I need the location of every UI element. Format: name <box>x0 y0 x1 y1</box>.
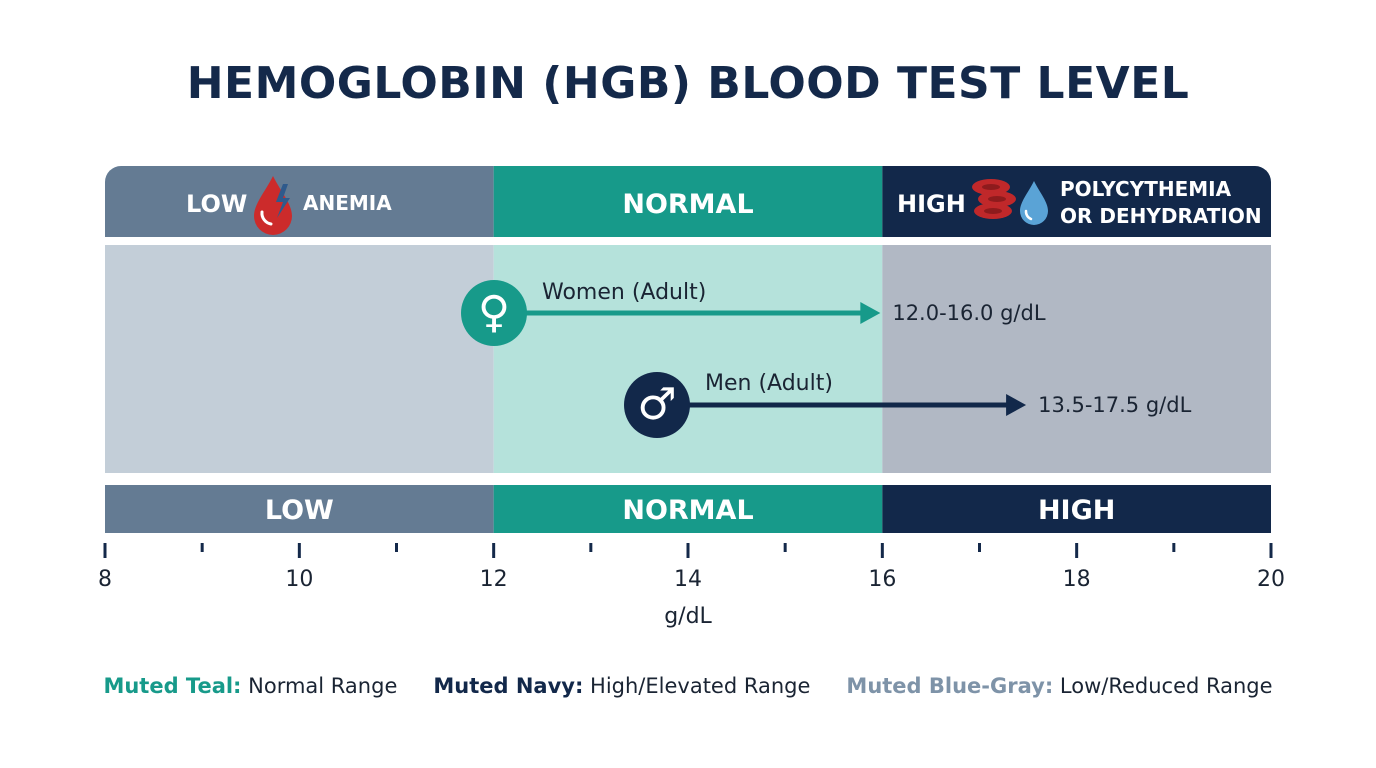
range-name-1: Men (Adult) <box>705 371 833 396</box>
range-label-1: 13.5-17.5 g/dL <box>1038 393 1192 417</box>
bottom-label-high: HIGH <box>1038 495 1115 526</box>
legend-item-2: Muted Blue-Gray: Low/Reduced Range <box>846 674 1272 698</box>
legend-item-1: Muted Navy: High/Elevated Range <box>433 674 810 698</box>
range-label-0: 12.0-16.0 g/dL <box>892 301 1046 325</box>
header-desc-high-1: OR DEHYDRATION <box>1060 204 1262 228</box>
chart-title: HEMOGLOBIN (HGB) BLOOD TEST LEVEL <box>186 58 1190 109</box>
tick-label-18: 18 <box>1063 567 1091 592</box>
band-zone-high <box>882 245 1271 473</box>
legend-text-1: High/Elevated Range <box>583 674 811 698</box>
tick-label-12: 12 <box>480 567 508 592</box>
bottom-label-normal: NORMAL <box>622 495 753 526</box>
header-label-high: HIGH <box>897 190 966 218</box>
tick-label-8: 8 <box>98 567 112 592</box>
hemoglobin-range-chart: LOW NORMAL HIGH LOW ANEMIA NORMAL HIGH POLYCYTH… <box>98 166 1285 629</box>
legend: Muted Teal: Normal Range Muted Navy: High… <box>0 674 1376 698</box>
header-desc-high-0: POLYCYTHEMIA <box>1060 177 1232 201</box>
range-arrowhead-0 <box>860 302 881 324</box>
band-zone-normal <box>493 245 883 473</box>
red-blood-cells-water-drop-icon <box>972 179 1048 225</box>
female-symbol-icon: ♀ <box>478 287 510 338</box>
header-label-low: LOW <box>186 190 247 218</box>
x-axis-label: g/dL <box>664 604 712 629</box>
bottom-label-low: LOW <box>265 495 334 526</box>
male-symbol-icon: ♂ <box>637 379 676 430</box>
tick-label-10: 10 <box>285 567 313 592</box>
band-zone-low <box>105 245 494 473</box>
legend-text-0: Normal Range <box>241 674 398 698</box>
tick-label-14: 14 <box>674 567 702 592</box>
tick-label-20: 20 <box>1257 567 1285 592</box>
legend-key-2: Muted Blue-Gray: <box>846 674 1054 698</box>
header-desc-low: ANEMIA <box>303 191 392 215</box>
bottom-zone-normal <box>493 485 883 533</box>
legend-key-0: Muted Teal: <box>103 674 242 698</box>
header-zone-low <box>105 166 494 237</box>
legend-item-0: Muted Teal: Normal Range <box>103 674 397 698</box>
blood-drop-lightning-icon <box>254 176 292 235</box>
bottom-zone-low <box>105 485 494 533</box>
range-arrowhead-1 <box>1006 394 1027 416</box>
tick-label-16: 16 <box>868 567 896 592</box>
range-name-0: Women (Adult) <box>542 280 706 305</box>
header-zone-normal <box>493 166 883 237</box>
range-icon-circle-0 <box>461 280 527 346</box>
range-icon-circle-1 <box>624 372 690 438</box>
bottom-zone-high <box>882 485 1271 533</box>
header-label-normal: NORMAL <box>622 189 753 220</box>
legend-text-2: Low/Reduced Range <box>1053 674 1273 698</box>
legend-key-1: Muted Navy: <box>433 674 584 698</box>
header-band <box>105 166 1271 237</box>
header-zone-high <box>882 166 1271 237</box>
